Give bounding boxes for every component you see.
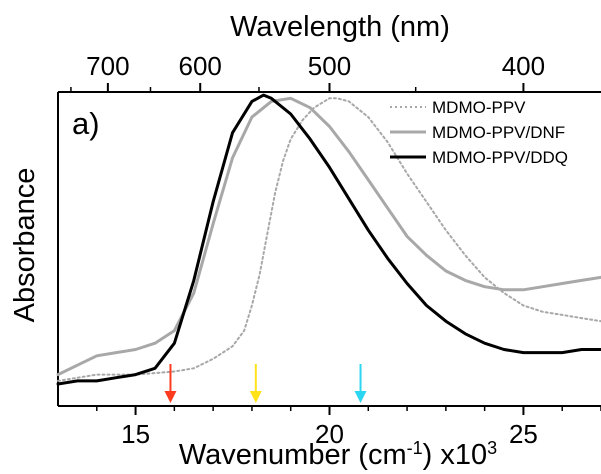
top-tick-label: 400: [502, 51, 545, 81]
y-axis-title: Absorbance: [9, 168, 41, 323]
series-line-mdmo-ppv-dnf: [56, 96, 601, 377]
bottom-axis-title-suffix: ) x10: [423, 439, 487, 471]
wavenumber-arrow-head: [354, 391, 367, 403]
x-tick-label: 20: [315, 419, 344, 449]
x-tick-label: 15: [121, 419, 150, 449]
bottom-axis-title-superscript: -1: [407, 438, 423, 458]
bottom-axis-title: Wavenumber (cm-1) x103: [179, 438, 497, 471]
wavenumber-arrow-head: [164, 391, 177, 403]
panel-label: a): [72, 106, 100, 141]
x-tick-label: 25: [509, 419, 538, 449]
legend-label-mdmo-ppv-dnf: MDMO-PPV/DNF: [432, 123, 565, 142]
top-tick-label: 500: [308, 51, 351, 81]
top-tick-label: 600: [179, 51, 222, 81]
legend: MDMO-PPV MDMO-PPV/DNF MDMO-PPV/DDQ: [390, 98, 568, 167]
bottom-axis-title-main: Wavenumber (cm: [179, 439, 407, 471]
legend-label-mdmo-ppv: MDMO-PPV: [432, 98, 526, 117]
plot-layer: 15 20 25 700 600 500 400: [56, 51, 601, 449]
top-axis-title: Wavelength (nm): [230, 11, 450, 43]
series-line-mdmo-ppv-ddq: [56, 93, 601, 386]
legend-label-mdmo-ppv-ddq: MDMO-PPV/DDQ: [432, 148, 568, 167]
top-tick-label: 700: [86, 51, 129, 81]
wavenumber-arrow-head: [249, 391, 262, 403]
bottom-axis-title-power: 3: [487, 438, 497, 458]
